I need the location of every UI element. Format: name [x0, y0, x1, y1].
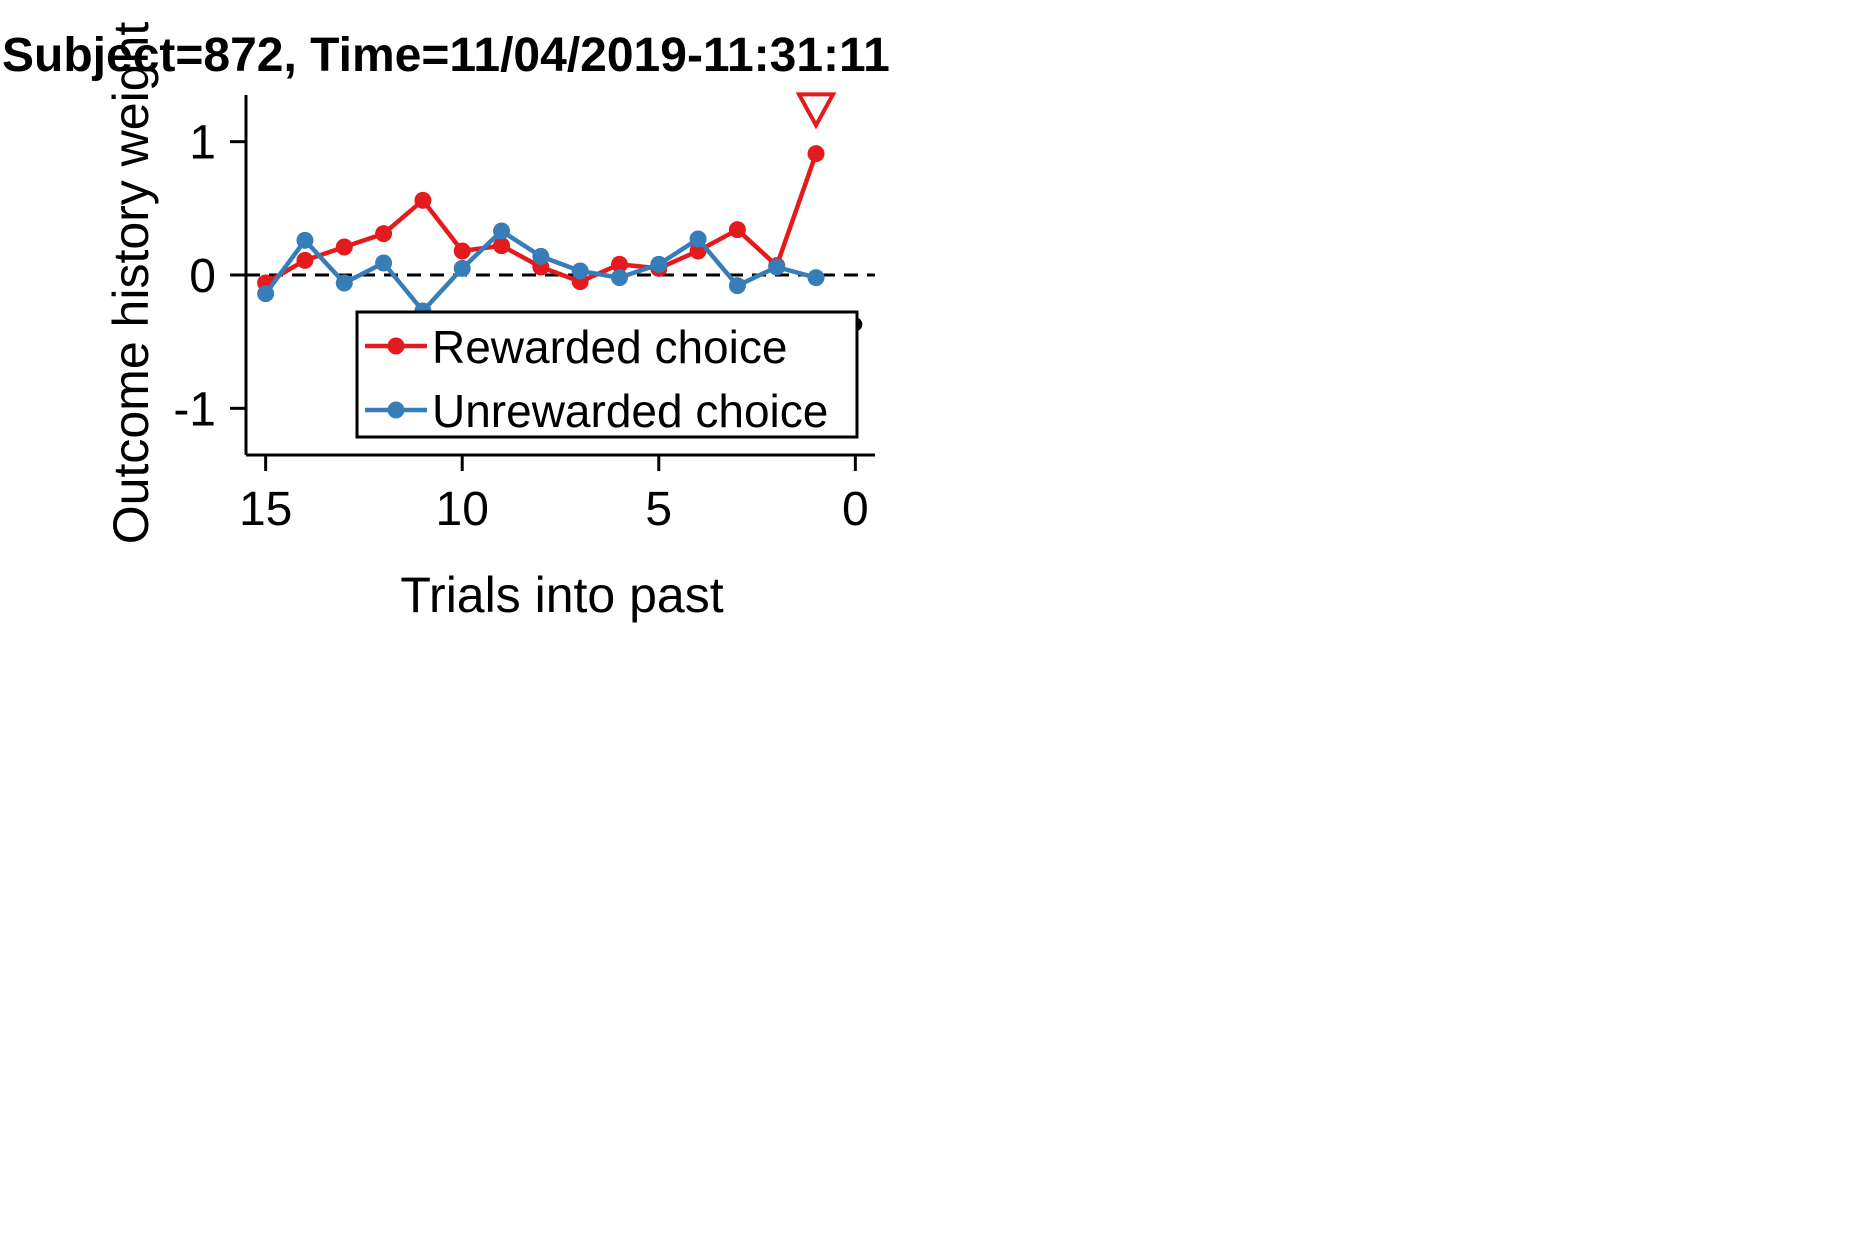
annotation-layer	[795, 92, 863, 332]
data-point	[493, 222, 511, 240]
data-point	[768, 258, 786, 276]
legend: Rewarded choice Unrewarded choice	[355, 310, 859, 439]
legend-marker	[387, 337, 405, 355]
data-point	[807, 145, 825, 163]
x-tick-label: 5	[645, 483, 672, 536]
series-0	[257, 145, 825, 292]
x-axis-label: Trials into past	[400, 567, 723, 623]
y-axis-label: Outcome history weight	[103, 22, 159, 545]
series-1	[257, 222, 825, 320]
x-tick-label: 15	[239, 483, 292, 536]
data-point	[610, 255, 628, 273]
axes: 15 10 5 010-1	[173, 95, 875, 536]
data-point	[532, 247, 550, 265]
data-point	[335, 274, 353, 292]
data-point	[650, 255, 668, 273]
significance-marker	[795, 92, 837, 130]
data-point	[296, 251, 314, 269]
x-tick-label: 0	[842, 483, 869, 536]
y-tick-label: 0	[189, 250, 216, 303]
legend-box	[355, 310, 859, 439]
data-point	[453, 259, 471, 277]
data-point	[610, 269, 628, 287]
data-point	[414, 191, 432, 209]
data-point	[728, 277, 746, 295]
legend-label: Unrewarded choice	[432, 385, 828, 437]
legend-label: Rewarded choice	[432, 321, 787, 373]
data-point	[375, 254, 393, 272]
legend-marker	[387, 401, 405, 419]
y-tick-label: 1	[189, 117, 216, 170]
data-point	[296, 231, 314, 249]
data-point	[807, 269, 825, 287]
data-point	[728, 221, 746, 239]
y-tick-label: -1	[173, 383, 216, 436]
series-layer	[257, 145, 825, 320]
chart-title: Subject=872, Time=11/04/2019-11:31:11	[2, 29, 890, 82]
data-point	[453, 242, 471, 260]
data-point	[571, 262, 589, 280]
data-point	[335, 238, 353, 256]
data-point	[257, 285, 275, 303]
data-point	[689, 230, 707, 248]
data-point	[375, 225, 393, 243]
data-point	[493, 237, 511, 255]
x-tick-label: 10	[436, 483, 489, 536]
